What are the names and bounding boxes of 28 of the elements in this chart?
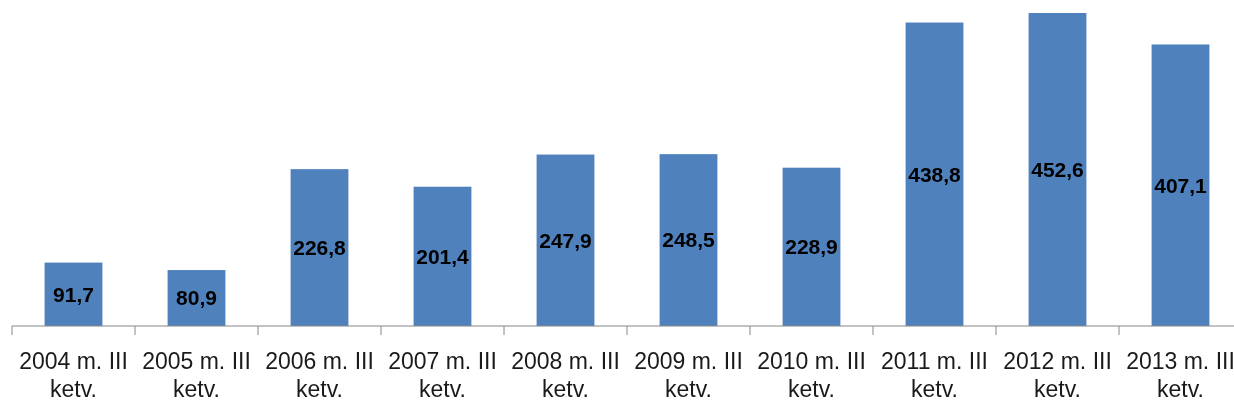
x-tick-label: 2005 m. III ketv. — [142, 348, 251, 400]
x-tick-label: 2009 m. III ketv. — [634, 348, 743, 400]
data-label: 452,6 — [1031, 157, 1084, 181]
bar — [290, 169, 349, 326]
bar — [413, 186, 472, 326]
bar — [659, 154, 718, 326]
data-label: 201,4 — [416, 244, 470, 268]
bar — [905, 22, 964, 326]
x-tick-label: 2012 m. III ketv. — [1003, 348, 1112, 400]
data-label: 228,9 — [785, 235, 838, 259]
bar — [782, 167, 841, 326]
x-tick-label: 2010 m. III ketv. — [757, 348, 866, 400]
data-label: 91,7 — [53, 282, 94, 306]
data-label: 80,9 — [176, 286, 217, 310]
data-label: 407,1 — [1154, 173, 1208, 197]
x-tick-label: 2006 m. III ketv. — [265, 348, 374, 400]
data-label: 226,8 — [293, 235, 347, 259]
data-label: 438,8 — [908, 162, 962, 186]
data-label: 248,5 — [662, 228, 716, 252]
x-tick-label: 2013 m. III ketv. — [1126, 348, 1234, 400]
bar — [536, 154, 595, 326]
x-tick-label: 2011 m. III ketv. — [881, 348, 988, 400]
bar — [1151, 44, 1210, 326]
bar — [1028, 13, 1087, 326]
x-tick-label: 2008 m. III ketv. — [511, 348, 620, 400]
x-tick-label: 2004 m. III ketv. — [19, 348, 128, 400]
x-tick-label: 2007 m. III ketv. — [388, 348, 497, 400]
data-label: 247,9 — [539, 228, 592, 252]
